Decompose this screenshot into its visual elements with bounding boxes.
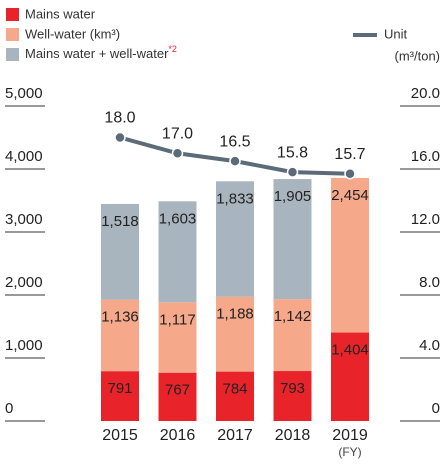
y2-tick-label: 8.0 bbox=[419, 274, 440, 291]
line-point bbox=[344, 167, 356, 180]
bar-segment bbox=[216, 296, 254, 372]
data-label: 767 bbox=[165, 382, 190, 399]
data-label: 793 bbox=[280, 380, 305, 397]
data-label: 1,188 bbox=[216, 306, 254, 323]
bar-segment bbox=[158, 372, 197, 421]
y-tick-label: 5,000 bbox=[5, 85, 43, 102]
y2-tick-label: 4.0 bbox=[419, 337, 440, 354]
x-tick-label: 2017 bbox=[217, 427, 253, 444]
data-label: 15.7 bbox=[334, 146, 365, 163]
data-label: 2,454 bbox=[331, 187, 369, 204]
bar-segment bbox=[331, 177, 369, 333]
x-tick-label: 2019 bbox=[332, 427, 368, 444]
y2-tick-label: 12.0 bbox=[411, 211, 440, 228]
x-tick-label: 2015 bbox=[102, 427, 138, 444]
legend-label: Unit bbox=[384, 26, 408, 41]
y2-tick-label: 0 bbox=[432, 400, 440, 417]
y2-axis-label: (m³/ton) bbox=[395, 48, 441, 63]
y-tick-label: 3,000 bbox=[5, 211, 43, 228]
data-label: 1,142 bbox=[274, 308, 312, 325]
bar-segment bbox=[158, 302, 197, 373]
y2-tick-label: 20.0 bbox=[411, 85, 440, 102]
bar-segment bbox=[216, 371, 254, 421]
x-axis-label: (FY) bbox=[338, 445, 361, 459]
data-label: 791 bbox=[107, 380, 132, 397]
bar-segment bbox=[216, 181, 254, 297]
x-tick-label: 2018 bbox=[275, 427, 311, 444]
legend-swatch bbox=[6, 28, 19, 41]
bar-segment bbox=[273, 179, 312, 300]
y-tick-label: 1,000 bbox=[5, 337, 43, 354]
bar-segment bbox=[158, 201, 197, 303]
legend-swatch bbox=[6, 48, 19, 61]
bar-segment bbox=[101, 299, 139, 372]
data-label: 1,117 bbox=[159, 311, 195, 328]
legend-label: Mains water + well-water*2 bbox=[25, 44, 177, 61]
line-point bbox=[171, 147, 184, 159]
line-point bbox=[114, 131, 126, 144]
legend-swatch bbox=[6, 8, 19, 21]
bar-segment bbox=[273, 371, 312, 421]
data-label: 784 bbox=[222, 381, 247, 398]
data-label: 15.8 bbox=[277, 144, 308, 161]
legend-text: Mains water + well-water bbox=[25, 46, 169, 61]
x-tick-label: 2016 bbox=[160, 427, 196, 444]
bar-segment bbox=[101, 371, 139, 421]
footnote-mark: *2 bbox=[168, 44, 177, 54]
data-label: 17.0 bbox=[162, 125, 193, 142]
data-label: 1,518 bbox=[101, 213, 139, 230]
bar-segment bbox=[331, 332, 369, 421]
data-label: 1,603 bbox=[159, 210, 197, 227]
legend-label: Mains water bbox=[25, 6, 96, 21]
data-label: 1,404 bbox=[331, 342, 369, 359]
data-label: 16.5 bbox=[219, 133, 250, 150]
data-label: 1,833 bbox=[216, 190, 254, 207]
data-label: 1,136 bbox=[101, 309, 139, 326]
legend: Mains water Well-water (km³) Mains water… bbox=[6, 6, 440, 63]
data-label: 18.0 bbox=[104, 110, 135, 127]
bar-segment bbox=[273, 299, 312, 372]
bar-segment bbox=[101, 203, 139, 300]
y-tick-label: 2,000 bbox=[5, 274, 43, 291]
line-point bbox=[286, 166, 299, 178]
data-label: 1,905 bbox=[274, 188, 312, 205]
line-point bbox=[229, 155, 241, 167]
legend-label: Well-water (km³) bbox=[25, 26, 120, 41]
y-tick-label: 0 bbox=[5, 400, 13, 417]
y-tick-label: 4,000 bbox=[5, 148, 43, 165]
y2-tick-label: 16.0 bbox=[411, 148, 440, 165]
